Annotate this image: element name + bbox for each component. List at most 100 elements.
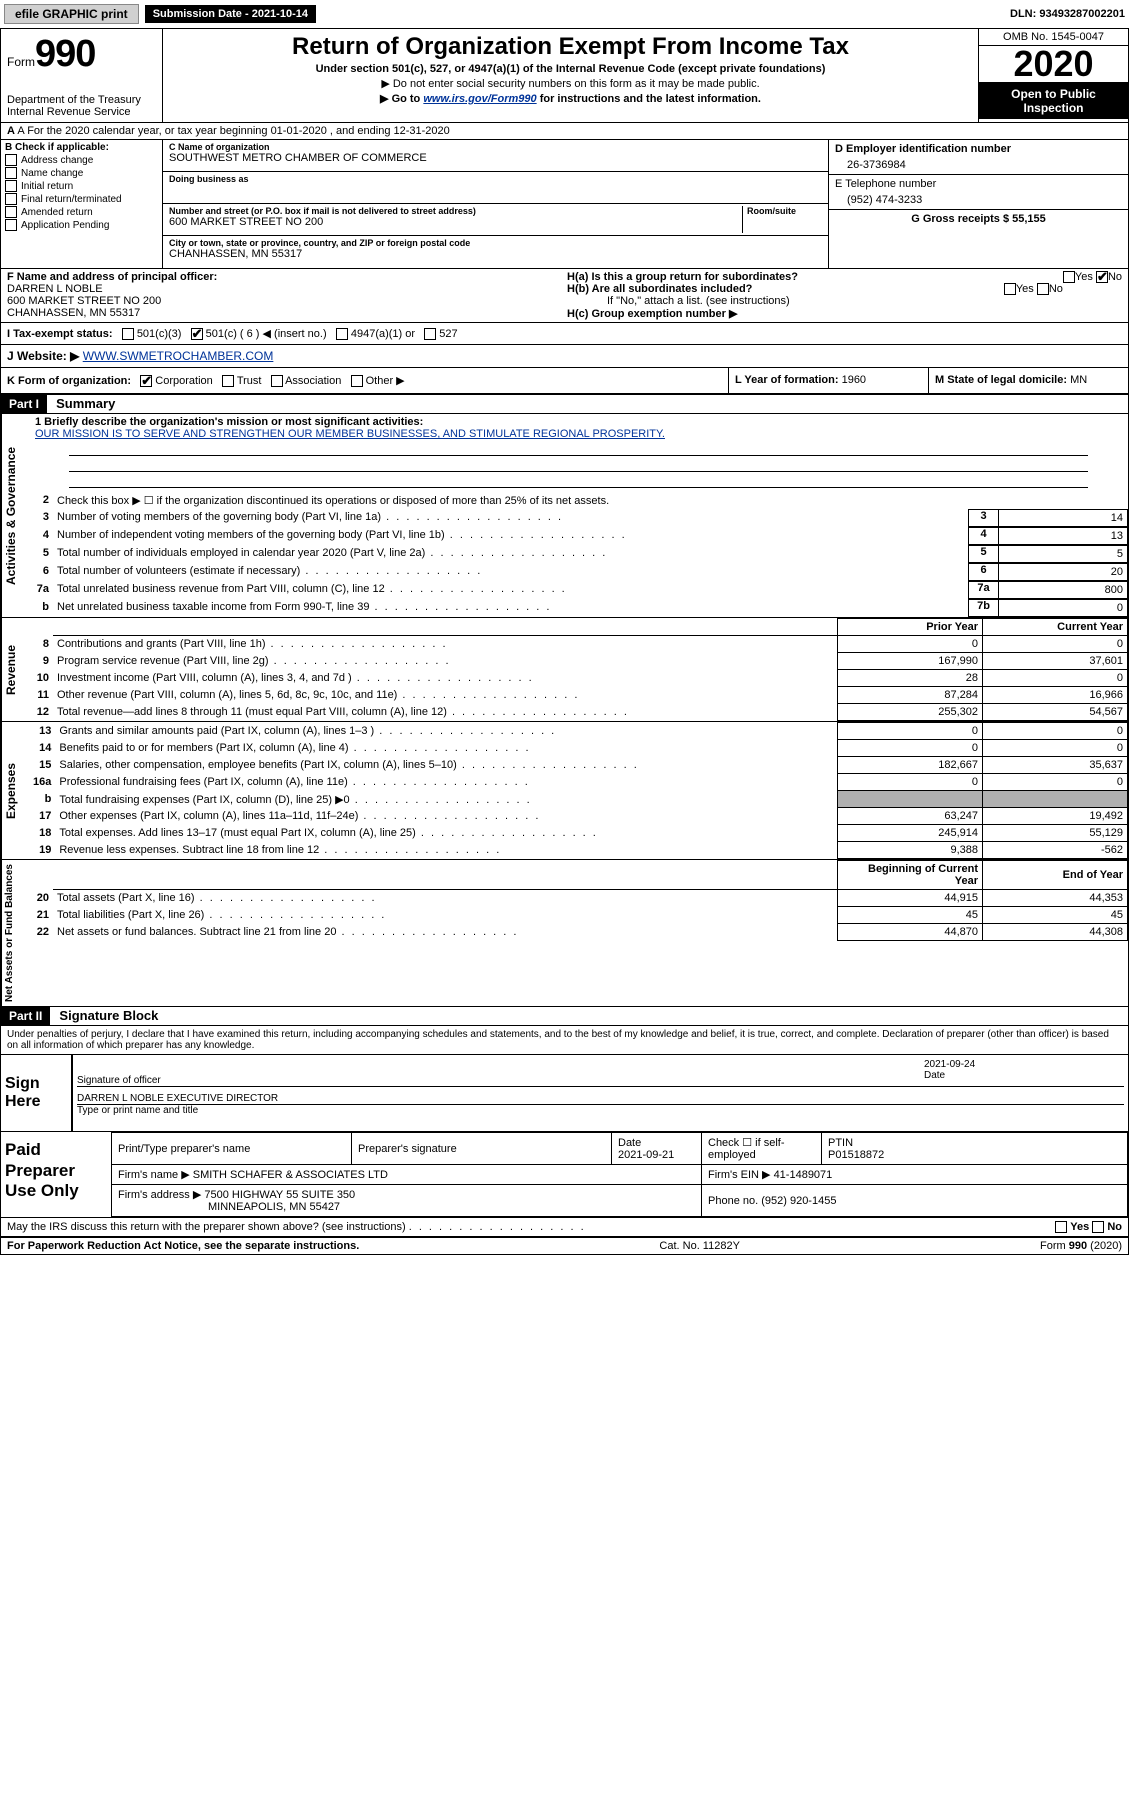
prep-name-h: Print/Type preparer's name	[112, 1133, 352, 1165]
gov-vlabel: Activities & Governance	[1, 414, 29, 617]
irs-link[interactable]: www.irs.gov/Form990	[423, 93, 536, 105]
gov-line-text: Total unrelated business revenue from Pa…	[57, 583, 385, 595]
curr-val: 55,129	[983, 825, 1128, 842]
colb-item: Final return/terminated	[21, 194, 122, 205]
m-cell: M State of legal domicile: MN	[928, 368, 1128, 393]
discuss-text: May the IRS discuss this return with the…	[7, 1221, 406, 1233]
i-check[interactable]	[336, 328, 348, 340]
ha-no-check[interactable]	[1096, 271, 1108, 283]
curr-val: -562	[983, 842, 1128, 859]
gov-line-text: Number of independent voting members of …	[57, 529, 445, 541]
firm-ein: 41-1489071	[774, 1169, 833, 1181]
line-text: Total assets (Part X, line 16)	[57, 892, 195, 904]
gov-box-num: 4	[968, 527, 998, 545]
k-opt: Corporation	[155, 375, 212, 387]
hb-note: If "No," attach a list. (see instruction…	[567, 295, 1122, 307]
city-label: City or town, state or province, country…	[169, 238, 822, 248]
line-text: Total liabilities (Part X, line 26)	[57, 909, 204, 921]
gov-box-val: 20	[998, 563, 1128, 581]
i-check[interactable]	[122, 328, 134, 340]
exp-vlabel: Expenses	[1, 722, 29, 859]
name-label: C Name of organization	[169, 142, 822, 152]
k-check[interactable]	[222, 375, 234, 387]
blank-line	[69, 442, 1088, 456]
curr-val: 54,567	[983, 704, 1128, 721]
k-check[interactable]	[351, 375, 363, 387]
dba-label: Doing business as	[169, 174, 822, 184]
prior-val: 0	[838, 723, 983, 740]
no-label2: No	[1049, 283, 1063, 295]
i-label: I Tax-exempt status:	[7, 328, 113, 340]
line-text: Benefits paid to or for members (Part IX…	[59, 742, 348, 754]
colb-check[interactable]	[5, 180, 17, 192]
colb-check[interactable]	[5, 193, 17, 205]
l2-text: Check this box ▶ ☐ if the organization d…	[53, 492, 1128, 509]
colb-check[interactable]	[5, 219, 17, 231]
colb-item: Application Pending	[21, 220, 109, 231]
line-text: Other expenses (Part IX, column (A), lin…	[59, 810, 358, 822]
sig-date: 2021-09-24	[924, 1059, 1124, 1070]
hb-yes-check[interactable]	[1004, 283, 1016, 295]
room-label: Room/suite	[747, 206, 822, 216]
prep-date-v: 2021-09-21	[618, 1149, 674, 1161]
line-num: b	[29, 791, 55, 808]
part2-header: Part II	[1, 1007, 50, 1025]
prior-year-h: Prior Year	[838, 619, 983, 636]
curr-val: 0	[983, 723, 1128, 740]
prior-val: 9,388	[838, 842, 983, 859]
form-subtitle: Under section 501(c), 527, or 4947(a)(1)…	[167, 63, 974, 75]
firm-addr-l: Firm's address ▶	[118, 1189, 201, 1201]
gov-box-num: 3	[968, 509, 998, 527]
colb-check[interactable]	[5, 154, 17, 166]
l-label: L Year of formation:	[735, 374, 839, 386]
part1-header: Part I	[1, 395, 47, 413]
k-check[interactable]	[271, 375, 283, 387]
curr-val: 37,601	[983, 653, 1128, 670]
gov-box-num: 7b	[968, 599, 998, 617]
firm-name-l: Firm's name ▶	[118, 1169, 190, 1181]
phone-v: (952) 920-1455	[761, 1195, 836, 1207]
line-text: Total expenses. Add lines 13–17 (must eq…	[59, 827, 415, 839]
k-check[interactable]	[140, 375, 152, 387]
street-val: 600 MARKET STREET NO 200	[169, 216, 742, 228]
line-text: Contributions and grants (Part VIII, lin…	[57, 638, 266, 650]
colb-check[interactable]	[5, 167, 17, 179]
declaration: Under penalties of perjury, I declare th…	[1, 1026, 1128, 1055]
footer-mid: Cat. No. 11282Y	[659, 1240, 740, 1252]
i-check[interactable]	[424, 328, 436, 340]
beg-year-h: Beginning of Current Year	[838, 861, 983, 890]
line-text: Total revenue—add lines 8 through 11 (mu…	[57, 706, 447, 718]
j-row: J Website: ▶ WWW.SWMETROCHAMBER.COM	[1, 345, 1128, 368]
hb-label: H(b) Are all subordinates included?	[567, 283, 752, 295]
officer-name: DARREN L NOBLE EXECUTIVE DIRECTOR	[77, 1093, 1124, 1104]
website-link[interactable]: WWW.SWMETROCHAMBER.COM	[83, 349, 274, 363]
firm-addr1: 7500 HIGHWAY 55 SUITE 350	[204, 1189, 355, 1201]
line-num: 19	[29, 842, 55, 859]
ein-label: D Employer identification number	[835, 143, 1122, 155]
mission-text: OUR MISSION IS TO SERVE AND STRENGTHEN O…	[35, 428, 1122, 440]
prior-val: 255,302	[838, 704, 983, 721]
i-check[interactable]	[191, 328, 203, 340]
net-vlabel: Net Assets or Fund Balances	[1, 860, 29, 1006]
i-opt: 527	[439, 328, 457, 340]
prior-val: 87,284	[838, 687, 983, 704]
line-text: Total fundraising expenses (Part IX, col…	[59, 794, 349, 806]
prior-val: 0	[838, 636, 983, 653]
line-num: 13	[29, 723, 55, 740]
part1-title: Summary	[50, 396, 115, 411]
gross-receipts: G Gross receipts $ 55,155	[835, 213, 1122, 225]
gov-box-num: 5	[968, 545, 998, 563]
l-cell: L Year of formation: 1960	[728, 368, 928, 393]
efile-button[interactable]: efile GRAPHIC print	[4, 4, 139, 24]
line-num: 15	[29, 757, 55, 774]
hb-no-check[interactable]	[1037, 283, 1049, 295]
h-block: H(a) Is this a group return for subordin…	[561, 269, 1128, 322]
colb-check[interactable]	[5, 206, 17, 218]
discuss-no[interactable]	[1092, 1221, 1104, 1233]
curr-val: 19,492	[983, 808, 1128, 825]
dln: DLN: 93493287002201	[1010, 8, 1125, 20]
i-opt: 501(c) ( 6 ) ◀ (insert no.)	[206, 328, 327, 340]
k-label: K Form of organization:	[7, 375, 131, 387]
discuss-yes[interactable]	[1055, 1221, 1067, 1233]
ha-yes-check[interactable]	[1063, 271, 1075, 283]
